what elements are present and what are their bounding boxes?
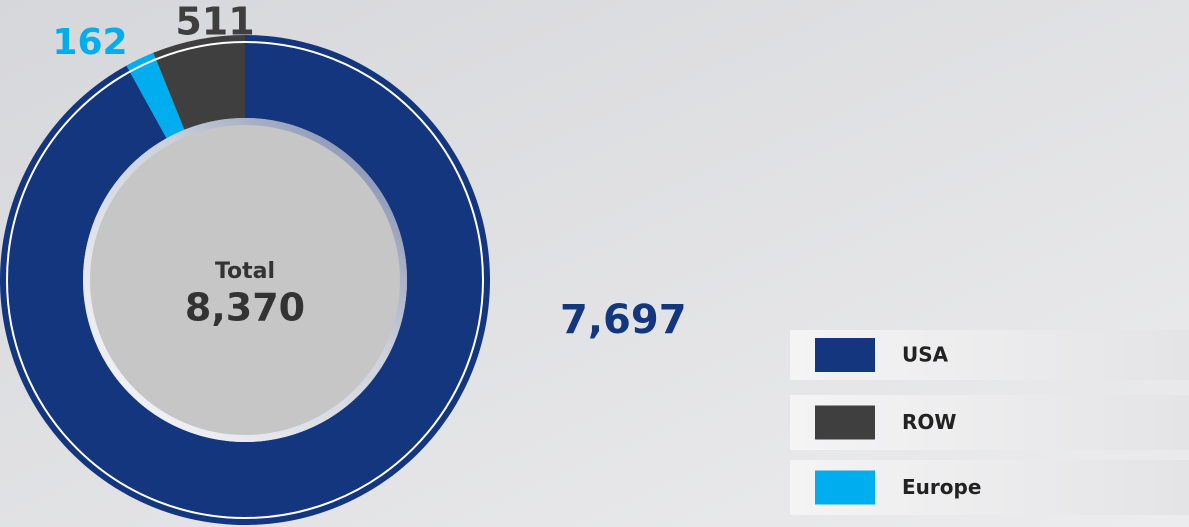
inner-disc <box>90 125 400 435</box>
donut <box>0 35 490 525</box>
legend-swatch <box>815 470 875 505</box>
center-title: Total <box>215 259 275 284</box>
legend-label: ROW <box>902 410 956 434</box>
legend-label: USA <box>902 343 949 367</box>
donut-segment <box>153 35 245 130</box>
donut-segment <box>0 35 490 525</box>
value-label: 7,697 <box>560 297 687 343</box>
legend-label: Europe <box>902 475 981 499</box>
value-label: 511 <box>175 0 254 44</box>
legend-swatch <box>815 405 875 440</box>
center-value: 8,370 <box>185 286 305 330</box>
ring-outline <box>6 41 484 519</box>
legend-swatch <box>815 338 875 372</box>
legend: USA ROW Europe <box>790 330 1189 515</box>
value-label: 162 <box>52 22 127 63</box>
donut-segment <box>126 52 185 139</box>
